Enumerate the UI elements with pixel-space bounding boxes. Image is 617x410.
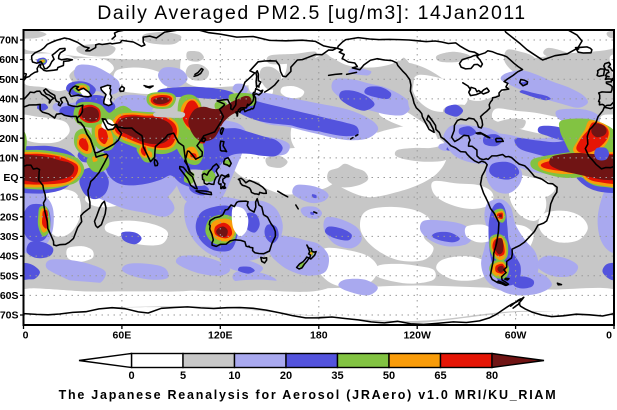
svg-text:70S: 70S [0, 310, 19, 322]
svg-text:20: 20 [280, 370, 292, 382]
svg-text:60S: 60S [0, 290, 19, 302]
svg-text:50N: 50N [0, 74, 19, 86]
svg-text:50S: 50S [0, 270, 19, 282]
svg-text:Daily Averaged PM2.5 [ug/m3]:: Daily Averaged PM2.5 [ug/m3]: 14Jan2011 [97, 2, 526, 24]
svg-text:60W: 60W [505, 330, 527, 342]
svg-text:0: 0 [128, 370, 134, 382]
svg-text:20S: 20S [0, 211, 19, 223]
svg-text:The Japanese Reanalysis for Ae: The Japanese Reanalysis for Aerosol (JRA… [59, 388, 558, 402]
svg-text:10N: 10N [0, 153, 19, 165]
svg-text:20N: 20N [0, 133, 19, 145]
svg-text:30S: 30S [0, 231, 19, 243]
svg-text:180: 180 [310, 330, 328, 342]
svg-text:60N: 60N [0, 54, 19, 66]
svg-text:40S: 40S [0, 251, 19, 263]
svg-text:40N: 40N [0, 94, 19, 106]
svg-text:60E: 60E [113, 330, 132, 342]
svg-text:70N: 70N [0, 35, 19, 47]
svg-text:10S: 10S [0, 192, 19, 204]
svg-text:120W: 120W [403, 330, 431, 342]
svg-text:0: 0 [23, 330, 29, 342]
svg-text:80: 80 [486, 370, 498, 382]
svg-text:50: 50 [383, 370, 395, 382]
svg-text:30N: 30N [0, 113, 19, 125]
svg-text:EQ: EQ [3, 172, 18, 184]
svg-text:10: 10 [228, 370, 240, 382]
svg-text:35: 35 [331, 370, 343, 382]
svg-text:65: 65 [434, 370, 446, 382]
svg-text:0: 0 [606, 330, 612, 342]
svg-text:5: 5 [180, 370, 186, 382]
svg-text:120E: 120E [208, 330, 233, 342]
